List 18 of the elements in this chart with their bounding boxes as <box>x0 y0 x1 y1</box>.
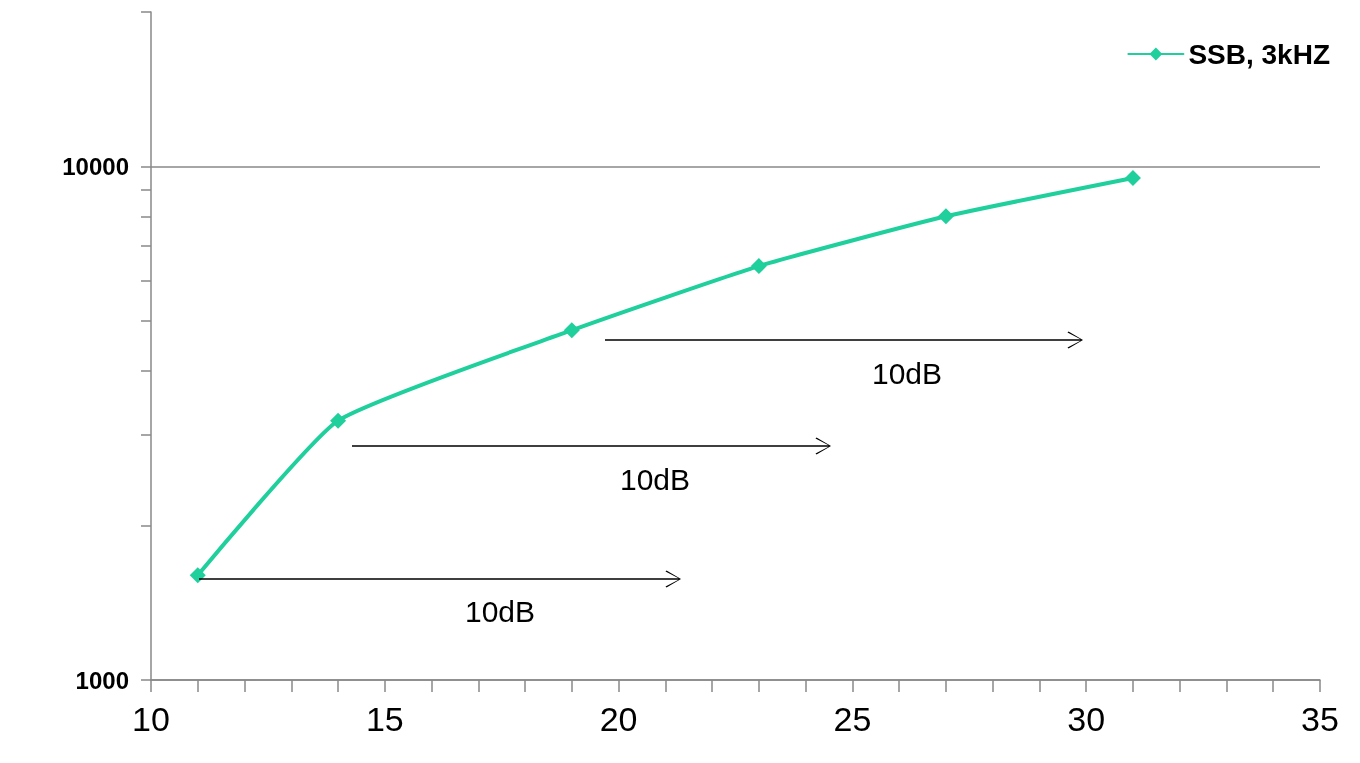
x-tick-label: 15 <box>365 700 404 738</box>
x-tick-label: 20 <box>599 700 638 738</box>
y-tick-label: 10000 <box>62 153 129 181</box>
x-tick-label: 30 <box>1067 700 1106 738</box>
x-tick-label: 10 <box>132 700 170 738</box>
annotation: 10dB <box>619 463 691 497</box>
point <box>563 322 580 339</box>
legend-label: SSB, 3kHZ <box>1188 38 1331 70</box>
point <box>1124 170 1141 186</box>
y-tick-label: 1000 <box>75 666 129 694</box>
annotation: 10dB <box>464 595 536 629</box>
point <box>330 412 347 429</box>
x-tick-label: 25 <box>833 700 872 738</box>
x-tick-label: 35 <box>1301 700 1339 738</box>
annotation: 10dB <box>871 357 943 391</box>
point <box>189 567 206 584</box>
point <box>937 208 954 225</box>
point <box>750 258 767 275</box>
